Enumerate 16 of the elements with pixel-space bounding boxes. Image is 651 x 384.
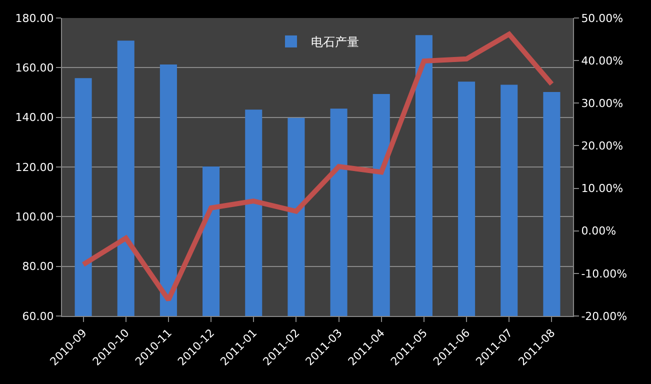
legend-label: 电石产量 xyxy=(311,35,359,50)
y2-tick-label: 10.00% xyxy=(581,182,624,196)
y2-tick-label: 50.00% xyxy=(581,12,624,25)
y-tick-label: 60.00 xyxy=(22,310,54,323)
y-tick-label: 160.00 xyxy=(15,62,54,75)
y-tick-label: 120.00 xyxy=(15,160,54,174)
y2-tick-label: 0.00% xyxy=(581,224,616,238)
y-tick-label: 80.00 xyxy=(22,260,54,274)
y2-tick-label: 40.00% xyxy=(581,54,624,68)
y2-tick-label: -10.00% xyxy=(581,267,628,280)
y2-tick-label: 20.00% xyxy=(581,140,624,153)
y2-tick-label: 30.00% xyxy=(581,96,624,110)
y-tick-label: 140.00 xyxy=(15,111,54,124)
y-tick-label: 180.00 xyxy=(15,12,54,25)
y2-tick-label: -20.00% xyxy=(581,310,628,323)
y-tick-label: 100.00 xyxy=(15,210,54,224)
